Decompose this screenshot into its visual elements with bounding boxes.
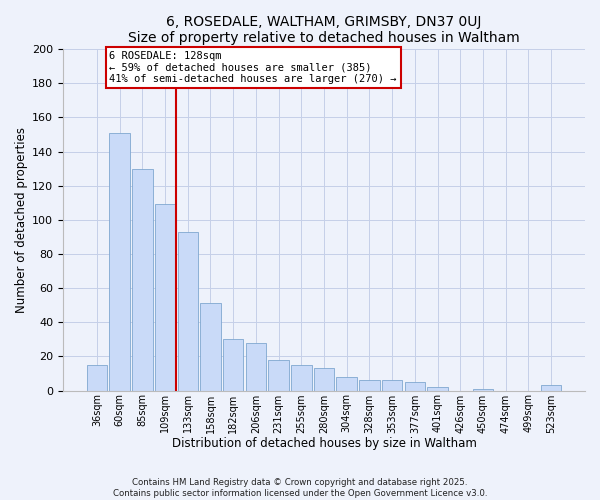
Bar [427,387,448,390]
Text: 6 ROSEDALE: 128sqm
← 59% of detached houses are smaller (385)
41% of semi-detach: 6 ROSEDALE: 128sqm ← 59% of detached hou… [109,51,397,84]
Bar [541,386,561,390]
Bar [132,168,152,390]
Bar [382,380,403,390]
Bar [314,368,334,390]
Bar [404,382,425,390]
Bar [291,365,311,390]
Bar [178,232,198,390]
Y-axis label: Number of detached properties: Number of detached properties [15,127,28,313]
Bar [245,343,266,390]
Bar [87,365,107,390]
Bar [155,204,175,390]
Bar [268,360,289,390]
Text: Contains HM Land Registry data © Crown copyright and database right 2025.
Contai: Contains HM Land Registry data © Crown c… [113,478,487,498]
X-axis label: Distribution of detached houses by size in Waltham: Distribution of detached houses by size … [172,437,476,450]
Bar [473,389,493,390]
Bar [109,133,130,390]
Title: 6, ROSEDALE, WALTHAM, GRIMSBY, DN37 0UJ
Size of property relative to detached ho: 6, ROSEDALE, WALTHAM, GRIMSBY, DN37 0UJ … [128,15,520,45]
Bar [223,340,244,390]
Bar [359,380,380,390]
Bar [337,377,357,390]
Bar [200,304,221,390]
